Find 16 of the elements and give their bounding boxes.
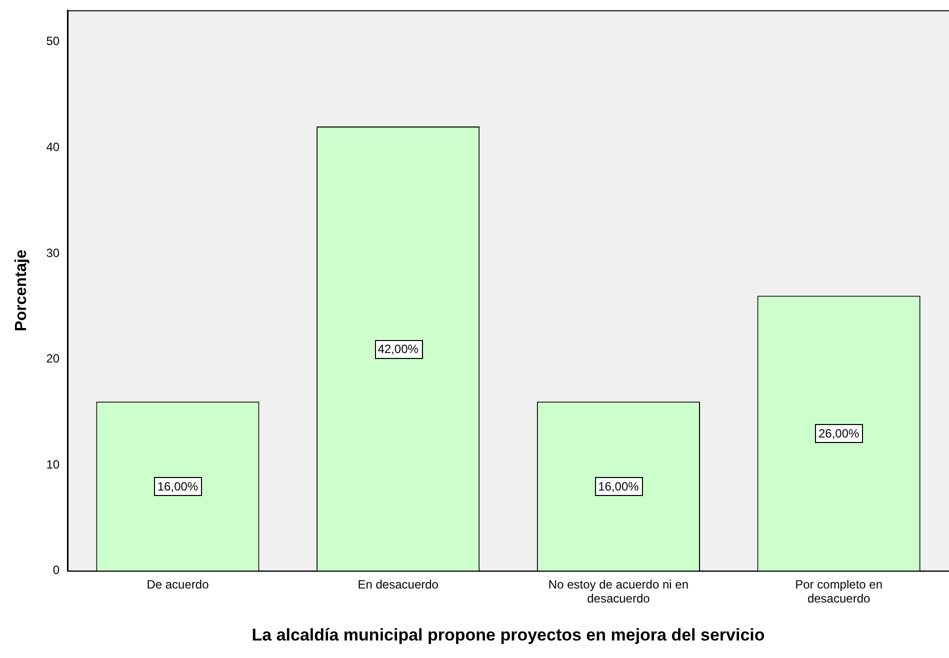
x-tick-label: De acuerdo [146,577,210,592]
x-tick-label: Por completo en desacuerdo [795,577,883,606]
x-tick-label: En desacuerdo [358,577,439,592]
y-axis-title: Porcentaje [13,249,30,332]
data-label: 26,00% [818,426,860,441]
y-tick-label: 30 [46,246,60,260]
y-tick-label: 50 [46,34,60,48]
data-label: 16,00% [598,479,640,494]
data-label: 16,00% [157,479,198,494]
y-tick-label: 40 [46,140,60,154]
x-tick-label: No estoy de acuerdo ni en desacuerdo [548,577,688,606]
y-tick-label: 20 [46,352,60,366]
x-axis-title: La alcaldía municipal propone proyectos en mejora del servicio [252,625,765,644]
y-tick-label: 10 [46,457,60,472]
data-label: 42,00% [378,342,419,356]
y-tick-label: 0 [52,563,60,578]
